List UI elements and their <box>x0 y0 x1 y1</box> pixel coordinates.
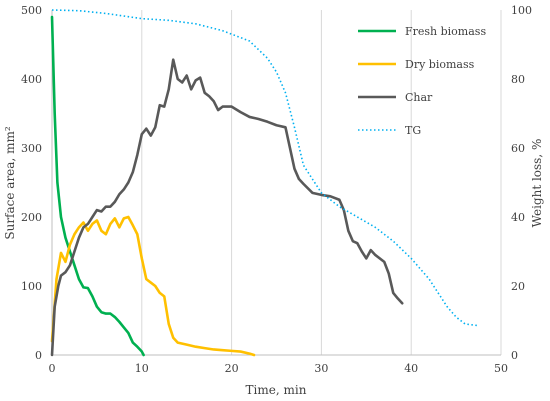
series-line-tg <box>51 9 479 327</box>
y2-tick-label: 100 <box>511 4 532 17</box>
legend-label-dry-biomass: Dry biomass <box>405 58 475 71</box>
legend-label-char: Char <box>405 91 433 104</box>
y-tick-label: 0 <box>35 349 42 362</box>
x-axis-label: Time, min <box>246 383 307 397</box>
y-tick-label: 400 <box>21 73 42 86</box>
y-tick-label: 300 <box>21 142 42 155</box>
y2-tick-label: 80 <box>511 73 525 86</box>
legend-label-fresh-biomass: Fresh biomass <box>405 25 486 38</box>
y-axis-label: Surface area, mm² <box>3 126 17 239</box>
y-tick-labels: 0 100 200 300 400 500 <box>21 4 42 362</box>
series-line-dry-biomass <box>50 215 256 357</box>
series-lines <box>50 9 479 357</box>
y2-tick-label: 60 <box>511 142 525 155</box>
legend-label-tg: TG <box>405 124 421 137</box>
x-tick-label: 30 <box>314 362 328 375</box>
vertical-gridlines <box>141 10 502 355</box>
series-line-char <box>50 58 404 357</box>
y2-tick-label: 40 <box>511 211 525 224</box>
x-tick-label: 20 <box>225 362 239 375</box>
x-tick-labels: 0 10 20 30 40 50 <box>49 362 509 375</box>
y2-tick-labels: 0 20 40 60 80 100 <box>511 4 532 362</box>
y-tick-label: 500 <box>21 4 42 17</box>
x-tick-label: 40 <box>404 362 418 375</box>
y-tick-label: 200 <box>21 211 42 224</box>
x-tick-label: 0 <box>49 362 56 375</box>
legend: Fresh biomass Dry biomass Char TG <box>358 25 486 137</box>
y2-tick-label: 20 <box>511 280 525 293</box>
y2-tick-label: 0 <box>511 349 518 362</box>
x-tick-label: 50 <box>494 362 508 375</box>
y-tick-label: 100 <box>21 280 42 293</box>
axes <box>51 10 501 356</box>
x-tick-label: 10 <box>135 362 149 375</box>
y2-axis-label: Weight loss, % <box>530 139 544 228</box>
series-line-fresh-biomass <box>50 15 145 357</box>
